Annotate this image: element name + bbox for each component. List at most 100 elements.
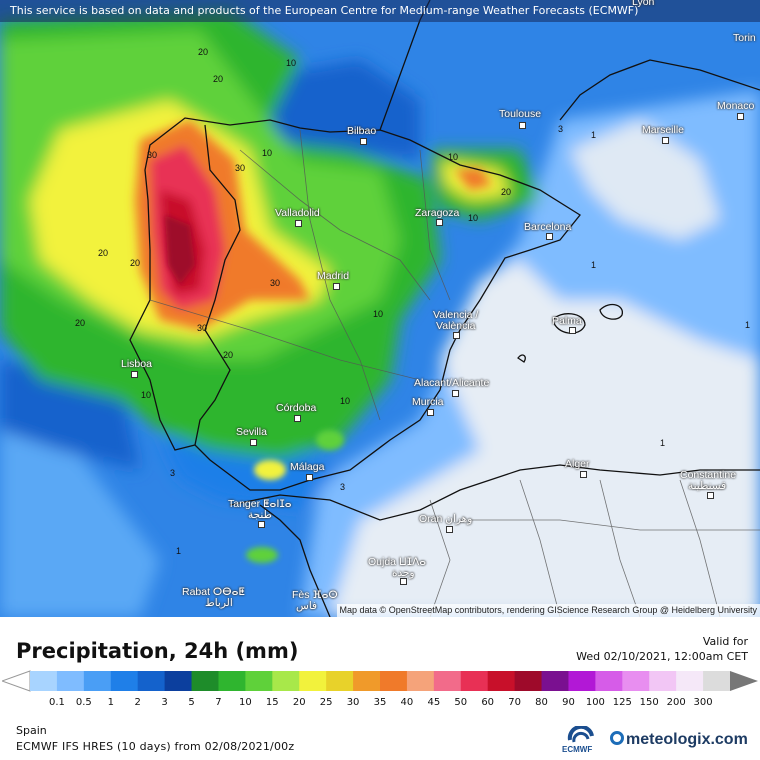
scale-tick-label: 25 bbox=[319, 697, 333, 708]
scale-tick-label: 20 bbox=[292, 697, 306, 708]
contour-label: 30 bbox=[235, 163, 246, 173]
city-marker bbox=[569, 327, 576, 334]
scale-tick-label: 3 bbox=[161, 697, 168, 708]
city-marseille[interactable]: Marseille bbox=[642, 124, 685, 136]
city-oran[interactable]: Oran وهران bbox=[419, 513, 473, 525]
contour-label: 30 bbox=[147, 150, 158, 160]
contour-label: 30 bbox=[270, 278, 281, 288]
contour-label: 20 bbox=[75, 318, 86, 328]
scale-tick-label: 45 bbox=[427, 697, 441, 708]
scale-tick-label: 2 bbox=[134, 697, 141, 708]
scale-tick-label: 30 bbox=[346, 697, 360, 708]
contour-label: 1 bbox=[660, 438, 666, 448]
contour-label: 10 bbox=[262, 148, 273, 158]
city-marker bbox=[427, 409, 434, 416]
scale-tick-label: 15 bbox=[265, 697, 279, 708]
contour-label: 10 bbox=[373, 309, 384, 319]
scale-tick-label: 300 bbox=[693, 697, 713, 708]
contour-label: 3 bbox=[340, 482, 346, 492]
city-valladolid[interactable]: Valladolid bbox=[275, 207, 320, 219]
contour-label: 10 bbox=[448, 152, 459, 162]
city-barcelona[interactable]: Barcelona bbox=[524, 221, 572, 233]
city-marker bbox=[737, 113, 744, 120]
scale-swatch bbox=[137, 671, 166, 691]
color-scale-ticks: 0.1 0.5 1 2 3 5 7 10 15 20 25 30 35 40 45 50 60 70 80 90 100… bbox=[0, 697, 760, 711]
scale-tick-label: 70 bbox=[508, 697, 521, 708]
city-marker bbox=[452, 390, 459, 397]
city-cordoba[interactable]: Córdoba bbox=[276, 402, 317, 414]
scale-swatch bbox=[326, 671, 354, 691]
contour-label: 1 bbox=[176, 546, 182, 556]
city-fes[interactable]: Fès ⴼⴰⵙ bbox=[292, 589, 338, 601]
scale-swatch bbox=[191, 671, 219, 691]
precipitation-map[interactable]: This service is based on data and produc… bbox=[0, 0, 760, 617]
scale-swatch bbox=[272, 671, 300, 691]
scale-tick-label: 200 bbox=[666, 697, 686, 708]
scale-swatch bbox=[514, 671, 543, 691]
contour-label: 20 bbox=[213, 74, 224, 84]
scale-tick-label: 150 bbox=[639, 697, 659, 708]
city-zaragoza[interactable]: Zaragoza bbox=[415, 207, 460, 219]
city-murcia[interactable]: Murcia bbox=[412, 396, 444, 408]
city-sevilla[interactable]: Sevilla bbox=[236, 426, 267, 438]
map-attribution[interactable]: Map data © OpenStreetMap contributors, r… bbox=[336, 604, 760, 617]
scale-swatch bbox=[541, 671, 569, 691]
city-malaga[interactable]: Málaga bbox=[290, 461, 325, 473]
city-valencia[interactable]: Valencia / bbox=[433, 309, 479, 321]
city-constantine[interactable]: Constantine bbox=[680, 469, 737, 481]
city-torino[interactable]: Torin bbox=[733, 32, 756, 44]
city-madrid[interactable]: Madrid bbox=[317, 270, 350, 282]
scale-tick-label: 80 bbox=[535, 697, 548, 708]
contour-label: 3 bbox=[558, 124, 564, 134]
scale-swatch bbox=[245, 671, 273, 691]
city-valencia-alt[interactable]: València bbox=[436, 320, 476, 332]
scale-tick-label: 100 bbox=[585, 697, 605, 708]
city-marker bbox=[333, 283, 340, 290]
scale-tick-label: 7 bbox=[215, 697, 222, 708]
city-monaco[interactable]: Monaco bbox=[717, 100, 755, 112]
contour-label: 1 bbox=[591, 130, 597, 140]
city-palma[interactable]: Palma bbox=[552, 315, 582, 327]
scale-arrow-right bbox=[730, 671, 758, 691]
contour-label: 10 bbox=[286, 58, 297, 68]
ecmwf-logo-text: ECMWF bbox=[562, 745, 593, 754]
meteologix-logo[interactable]: meteologix.com bbox=[610, 731, 748, 749]
scale-tick-label: 35 bbox=[373, 697, 387, 708]
valid-time: Wed 02/10/2021, 12:00am CET bbox=[576, 650, 748, 663]
city-marker bbox=[662, 137, 669, 144]
city-marker bbox=[436, 219, 443, 226]
city-lisboa[interactable]: Lisboa bbox=[121, 358, 152, 370]
city-marker bbox=[546, 233, 553, 240]
city-marker bbox=[400, 578, 407, 585]
scale-swatch bbox=[353, 671, 381, 691]
city-oujda[interactable]: Oujda ⵡⵊⴷⴰ bbox=[368, 556, 427, 568]
contour-label: 20 bbox=[223, 350, 234, 360]
city-alger[interactable]: Alger bbox=[565, 458, 590, 470]
scale-swatch bbox=[83, 671, 112, 691]
contour-label: 10 bbox=[141, 390, 152, 400]
scale-tick-label: 60 bbox=[481, 697, 495, 708]
contour-label: 20 bbox=[501, 187, 512, 197]
contour-label: 20 bbox=[98, 248, 109, 258]
city-tanger-arabic: طنجة bbox=[248, 509, 272, 521]
city-marker bbox=[446, 526, 453, 533]
ecmwf-logo bbox=[567, 726, 594, 743]
city-lyon[interactable]: Lyon bbox=[632, 0, 655, 8]
contour-label: 3 bbox=[170, 468, 176, 478]
city-marker bbox=[580, 471, 587, 478]
city-constantine-arabic: قسنطينة bbox=[688, 480, 727, 492]
valid-for-label: Valid for bbox=[702, 635, 748, 648]
city-marker bbox=[519, 122, 526, 129]
scale-swatch bbox=[676, 671, 704, 691]
scale-swatch bbox=[622, 671, 650, 691]
city-rabat-arabic: الرباط bbox=[205, 597, 233, 609]
scale-swatch bbox=[299, 671, 327, 691]
scale-swatch bbox=[649, 671, 677, 691]
city-alicante[interactable]: Alacant/Alicante bbox=[414, 377, 490, 389]
contour-label: 10 bbox=[340, 396, 351, 406]
city-tanger[interactable]: Tanger ⵟⴰⵏⵊⴰ bbox=[228, 498, 292, 510]
city-rabat[interactable]: Rabat ⵔⴱⴰⵟ bbox=[182, 586, 245, 598]
city-bilbao[interactable]: Bilbao bbox=[347, 125, 377, 137]
city-toulouse[interactable]: Toulouse bbox=[499, 108, 542, 120]
scale-swatch bbox=[406, 671, 435, 691]
